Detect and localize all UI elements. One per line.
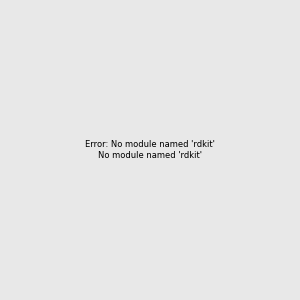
Text: Error: No module named 'rdkit'
No module named 'rdkit': Error: No module named 'rdkit' No module… (85, 140, 215, 160)
